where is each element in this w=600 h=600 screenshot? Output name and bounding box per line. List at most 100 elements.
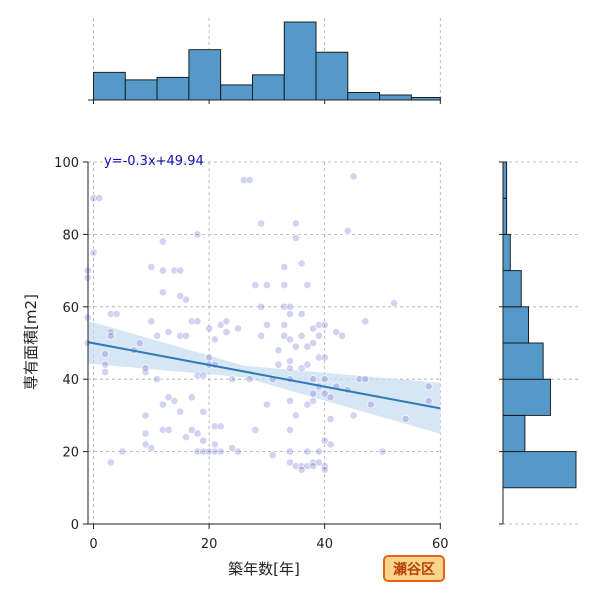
y-tick-label: 40 xyxy=(62,373,79,388)
scatter-point xyxy=(280,320,289,329)
scatter-point xyxy=(182,331,190,340)
scatter-point xyxy=(303,360,312,369)
scatter-point xyxy=(141,411,150,420)
scatter-point xyxy=(193,371,202,380)
y-hist-bar xyxy=(502,197,508,235)
scatter-point xyxy=(286,302,294,311)
x-hist-bar xyxy=(156,76,190,101)
scatter-point xyxy=(135,339,144,347)
scatter-point xyxy=(251,281,260,289)
scatter-point xyxy=(401,415,410,423)
scatter-point xyxy=(234,324,242,333)
scatter-point xyxy=(164,393,173,402)
ward-badge-box xyxy=(383,555,445,582)
x-tick-label: 20 xyxy=(201,537,218,552)
y-tick-label: 20 xyxy=(62,446,79,461)
scatter-point xyxy=(158,237,167,246)
scatter-point xyxy=(170,266,179,275)
scatter-point xyxy=(314,331,323,340)
scatter-point xyxy=(153,375,161,384)
scatter-point xyxy=(228,444,237,452)
scatter-point xyxy=(210,422,219,431)
scatter-point xyxy=(222,328,231,336)
scatter-point xyxy=(309,462,317,470)
y-hist-bar xyxy=(502,270,522,308)
scatter-point xyxy=(286,335,294,344)
scatter-point xyxy=(291,411,300,420)
scatter-point xyxy=(320,320,329,329)
scatter-point xyxy=(343,226,352,235)
scatter-point xyxy=(280,281,289,289)
scatter-point xyxy=(326,415,335,423)
scatter-point xyxy=(286,458,294,467)
y-hist-bar xyxy=(502,233,511,272)
scatter-point xyxy=(199,436,208,445)
scatter-point xyxy=(234,447,242,456)
x-tick-label: 0 xyxy=(89,537,97,552)
scatter-point xyxy=(297,331,306,340)
scatter-point xyxy=(268,451,277,460)
scatter-point xyxy=(199,447,208,456)
scatter-point xyxy=(314,320,323,329)
scatter-point xyxy=(164,328,173,336)
scatter-point xyxy=(280,263,289,271)
scatter-point xyxy=(153,331,161,340)
scatter-point xyxy=(274,360,283,369)
scatter-point xyxy=(205,324,213,333)
scatter-point xyxy=(245,375,254,384)
regression-line xyxy=(87,341,441,410)
scatter-point xyxy=(361,317,370,326)
scatter-point xyxy=(193,447,202,456)
scatter-point xyxy=(141,440,150,449)
x-hist-bar xyxy=(251,74,285,101)
scatter-point xyxy=(291,219,300,228)
scatter-point xyxy=(320,436,329,445)
y-tick-label: 0 xyxy=(71,518,79,533)
scatter-point xyxy=(291,234,300,242)
scatter-point xyxy=(210,447,219,456)
scatter-point xyxy=(309,339,317,347)
scatter-point xyxy=(320,465,329,474)
regression-equation: y=-0.3x+49.94 xyxy=(104,154,204,169)
y-hist-bar xyxy=(502,161,508,199)
scatter-points xyxy=(83,172,433,474)
confidence-band-area xyxy=(87,320,441,434)
scatter-point xyxy=(158,425,167,434)
scatter-point xyxy=(309,324,317,333)
scatter-point xyxy=(280,302,289,311)
scatter-point xyxy=(141,429,150,438)
scatter-point xyxy=(193,429,202,438)
x-hist-bar xyxy=(124,79,158,101)
scatter-point xyxy=(89,248,98,257)
scatter-point xyxy=(158,400,167,409)
scatter-point xyxy=(176,331,185,340)
x-histogram xyxy=(88,18,441,104)
scatter-point xyxy=(176,291,185,300)
x-hist-bar xyxy=(93,71,126,101)
scatter-point xyxy=(176,407,185,416)
scatter-point xyxy=(286,396,294,405)
y-tick-label: 80 xyxy=(62,228,79,243)
scatter-point xyxy=(106,331,115,340)
scatter-point xyxy=(309,389,317,398)
scatter-point xyxy=(297,465,306,474)
scatter-point xyxy=(222,317,231,326)
scatter-point xyxy=(320,389,329,398)
scatter-point xyxy=(199,371,208,380)
scatter-point xyxy=(199,407,208,416)
scatter-point xyxy=(158,266,167,275)
regression-line-group xyxy=(87,341,441,410)
x-hist-bar xyxy=(379,94,412,101)
x-tick-label: 40 xyxy=(316,537,333,552)
scatter-point xyxy=(187,317,196,326)
scatter-point xyxy=(147,263,156,271)
scatter-point xyxy=(147,317,156,326)
scatter-point xyxy=(262,400,271,409)
scatter-point xyxy=(297,364,306,373)
scatter-point xyxy=(326,440,335,449)
x-tick-label: 60 xyxy=(432,537,449,552)
x-hist-bar xyxy=(315,51,349,101)
scatter-point xyxy=(390,299,398,308)
scatter-point xyxy=(297,259,306,268)
